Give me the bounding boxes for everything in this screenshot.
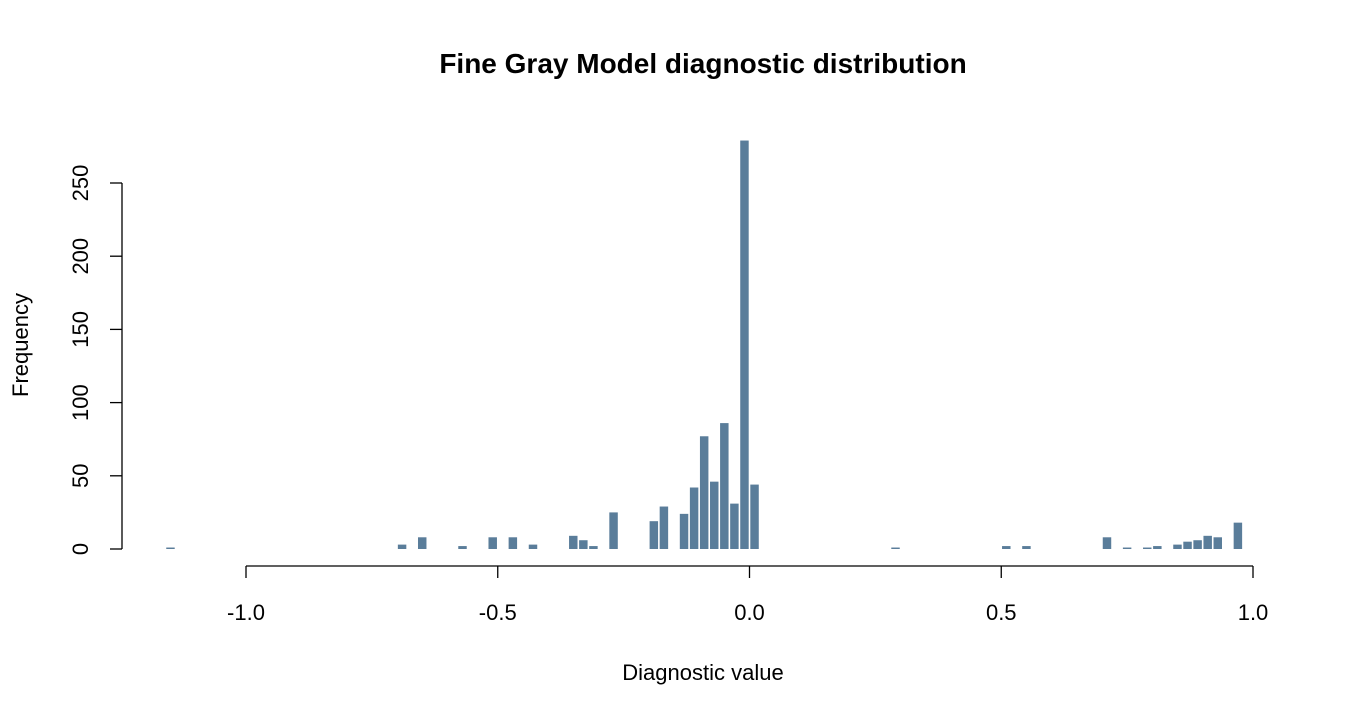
histogram-bar [891, 547, 900, 549]
histogram-bar [458, 546, 467, 549]
histogram-bar [397, 544, 407, 549]
y-axis-label: Frequency [8, 293, 33, 397]
histogram-bar [589, 546, 598, 549]
histogram-bar [417, 537, 427, 549]
y-tick-label: 250 [68, 165, 93, 202]
histogram-bar [1002, 546, 1011, 549]
histogram-bar [649, 521, 659, 549]
y-tick-label: 200 [68, 238, 93, 275]
y-tick-label: 50 [68, 464, 93, 488]
histogram-bar [720, 423, 729, 549]
histogram-bar [1193, 540, 1202, 549]
histogram-bar [166, 547, 175, 549]
x-tick-label: 0.0 [734, 600, 765, 625]
x-axis-label: Diagnostic value [622, 660, 783, 685]
histogram-bar [1203, 535, 1212, 549]
x-tick-label: -1.0 [227, 600, 265, 625]
histogram-bar [679, 513, 689, 549]
histogram-bar [740, 140, 749, 550]
histogram-bar [1153, 546, 1162, 549]
bars-group [166, 140, 1243, 550]
y-tick-label: 150 [68, 311, 93, 348]
histogram-bar [569, 535, 578, 549]
histogram-bar [488, 537, 497, 549]
histogram-bar [1022, 546, 1031, 549]
x-tick-label: -0.5 [479, 600, 517, 625]
histogram-bar [579, 540, 588, 549]
histogram-bar [1122, 547, 1132, 549]
histogram-bar [1183, 541, 1192, 549]
x-tick-label: 0.5 [986, 600, 1017, 625]
x-axis: -1.0 -0.5 0.0 0.5 1.0 [227, 565, 1269, 625]
histogram-bar [1233, 522, 1243, 549]
histogram-bar [528, 544, 538, 549]
histogram-bar [710, 481, 719, 549]
y-tick-label: 0 [68, 543, 93, 555]
histogram-bar [508, 537, 518, 549]
y-tick-label: 100 [68, 384, 93, 421]
histogram-bar [1143, 547, 1152, 549]
histogram-bar [699, 436, 709, 549]
histogram-bar [689, 487, 699, 549]
x-tick-label: 1.0 [1238, 600, 1269, 625]
histogram-bar [1173, 544, 1182, 549]
histogram-bar [730, 503, 739, 549]
histogram-bar [1102, 537, 1112, 549]
histogram-bar [1213, 537, 1222, 549]
histogram-bar [659, 506, 669, 549]
chart-title: Fine Gray Model diagnostic distribution [439, 48, 966, 79]
histogram-bar [750, 484, 759, 549]
histogram-bar [609, 512, 618, 549]
y-axis: 0 50 100 150 200 250 [68, 165, 123, 555]
